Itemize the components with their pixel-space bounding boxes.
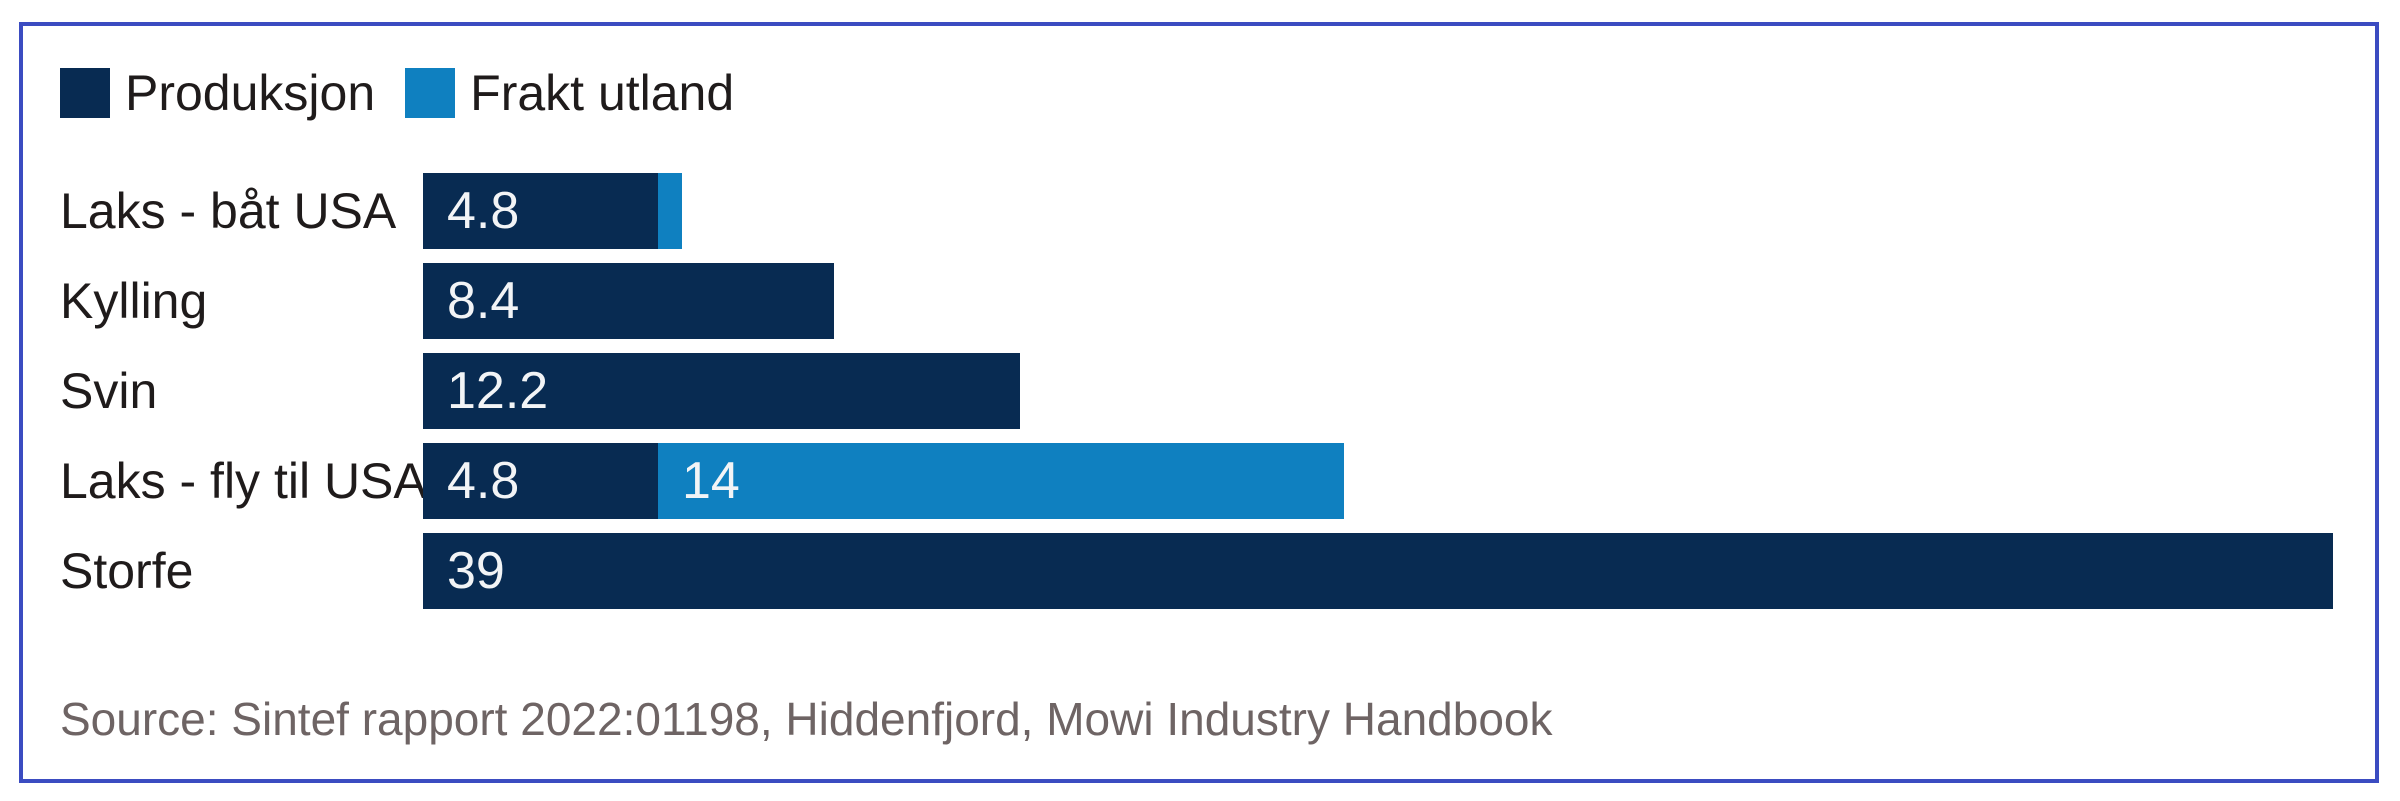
source-caption: Source: Sintef rapport 2022:01198, Hidde… <box>60 693 1553 745</box>
legend-swatch-icon <box>405 68 456 118</box>
bar-segment-produksjon: 4.8 <box>423 173 658 249</box>
bar-stack: 4.8 <box>423 173 682 249</box>
bar-value-label: 8.4 <box>447 272 520 330</box>
bar-segment-produksjon: 12.2 <box>423 353 1020 429</box>
bar-value-label: 4.8 <box>447 182 520 240</box>
bar-value-label: 12.2 <box>447 362 549 420</box>
bar-row: Laks - fly til USA 4.8 14 <box>23 443 2375 533</box>
legend-item: Frakt utland <box>405 68 734 118</box>
bar-row: Svin 12.2 <box>23 353 2375 443</box>
bar-stack: 12.2 <box>423 353 1020 429</box>
chart-frame: Produksjon Frakt utland Laks - båt USA 4.8… <box>19 22 2379 783</box>
bar-segment-produksjon: 8.4 <box>423 263 834 339</box>
category-label: Laks - fly til USA <box>60 453 427 509</box>
legend-label: Produksjon <box>125 65 376 121</box>
bar-segment-produksjon: 4.8 <box>423 443 658 519</box>
bar-chart: Laks - båt USA 4.8 Kylling 8.4 Svin 12.2 Laks … <box>23 173 2375 623</box>
legend-item: Produksjon <box>60 68 375 118</box>
bar-stack: 39 <box>423 533 2333 609</box>
bar-row: Laks - båt USA 4.8 <box>23 173 2375 263</box>
bar-segment-produksjon: 39 <box>423 533 2333 609</box>
bar-segment-frakt-utland: 14 <box>658 443 1344 519</box>
legend: Produksjon Frakt utland <box>60 68 734 118</box>
bar-row: Kylling 8.4 <box>23 263 2375 353</box>
bar-value-label: 14 <box>682 452 740 510</box>
category-label: Kylling <box>60 273 208 329</box>
bar-value-label: 4.8 <box>447 452 520 510</box>
category-label: Laks - båt USA <box>60 183 397 239</box>
bar-stack: 8.4 <box>423 263 834 339</box>
category-label: Storfe <box>60 543 194 599</box>
bar-stack: 4.8 14 <box>423 443 1344 519</box>
bar-row: Storfe 39 <box>23 533 2375 623</box>
legend-swatch-icon <box>60 68 110 118</box>
category-label: Svin <box>60 363 158 419</box>
legend-label: Frakt utland <box>470 65 735 121</box>
bar-value-label: 39 <box>447 542 505 600</box>
bar-segment-frakt-utland <box>658 173 682 249</box>
